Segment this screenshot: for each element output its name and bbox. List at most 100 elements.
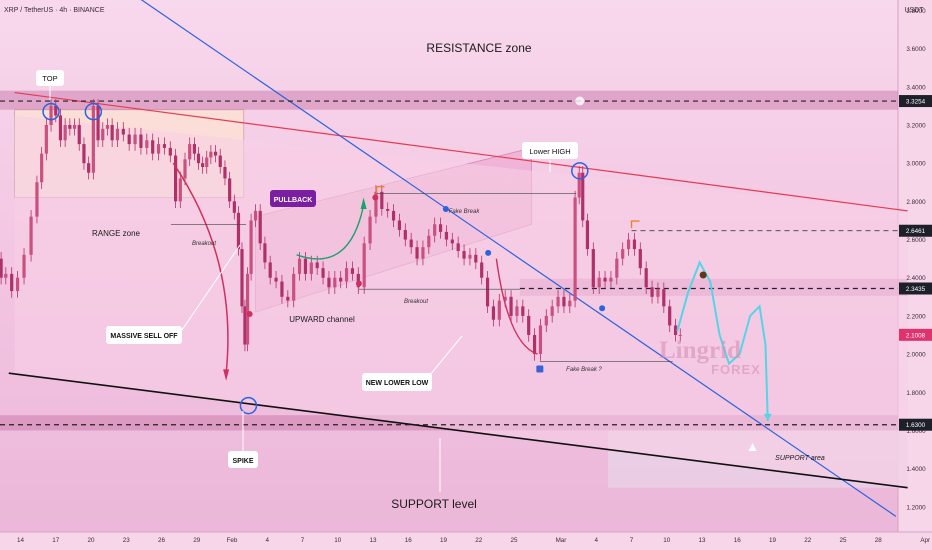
spike-circle — [239, 396, 258, 415]
sell-off-pointer — [181, 244, 241, 331]
candle-body — [491, 306, 496, 320]
lower-low-arrow — [495, 258, 538, 355]
resistance-zone-band[interactable] — [0, 90, 898, 110]
candle-body — [521, 306, 525, 316]
candle-body — [581, 172, 585, 221]
current-price-tag-box — [899, 328, 932, 341]
candle-body — [450, 239, 454, 244]
y-tick-label: 3.0000 — [906, 161, 926, 168]
price-tag-3.3254-box — [899, 95, 932, 108]
candle-body — [621, 249, 625, 259]
top-callout-text: TOP — [42, 74, 57, 83]
candle-body — [101, 128, 105, 141]
candle-body — [480, 262, 484, 278]
candle-body — [550, 306, 554, 316]
candle-body — [196, 153, 201, 164]
x-tick-label: 16 — [734, 537, 742, 544]
candle-body — [145, 140, 149, 148]
candle-body — [678, 334, 682, 336]
candle-body — [527, 315, 531, 335]
breakout-dot — [355, 280, 362, 287]
candle-body — [474, 254, 478, 263]
candle-body — [0, 258, 3, 278]
candle-body — [274, 277, 278, 282]
candle-body — [656, 289, 660, 297]
x-tick-label: 26 — [158, 537, 166, 544]
symbol-header[interactable]: XRP / TetherUS · 4h · BINANCE — [4, 7, 105, 14]
candle-body — [609, 277, 613, 282]
y-tick-label: 2.4000 — [906, 275, 926, 282]
x-tick-label: 13 — [698, 537, 706, 544]
fake-break-question-label: Fake Break ? — [566, 367, 602, 373]
time-axis-panel[interactable] — [0, 532, 932, 550]
x-tick-label: Apr — [920, 537, 930, 544]
watermark-line2: FOREX — [711, 362, 761, 377]
spike-callout: SPIKE — [228, 451, 258, 468]
candle-body — [438, 224, 443, 232]
trendline-touch-dot-2 — [485, 249, 492, 256]
candlestick-series — [0, 99, 682, 361]
x-tick-label: 10 — [663, 537, 671, 544]
x-tick-label: 16 — [405, 537, 413, 544]
breakout-label-2: Breakout — [404, 299, 428, 305]
trendline-touch-dot-1 — [442, 205, 449, 212]
massive-sell-off-callout: MASSIVE SELL OFF — [106, 326, 182, 344]
lower-high-callout-text: Lower HIGH — [529, 147, 570, 156]
candle-body — [650, 287, 654, 297]
candle-body — [253, 210, 258, 221]
candle-body — [585, 220, 590, 250]
candle-body — [573, 197, 577, 301]
y-tick-label: 2.2000 — [906, 313, 926, 320]
candle-body — [286, 296, 290, 301]
candle-body — [68, 125, 72, 129]
candle-body — [4, 273, 8, 278]
flag-icon — [536, 365, 544, 373]
resistance-zone-label: RESISTANCE zone — [426, 41, 531, 55]
pullback-arrow — [296, 205, 365, 260]
candle-body — [105, 125, 110, 129]
time-axis-ticks: 14 17 20 23 26 29 Feb 4 7 10 13 16 19 22 25 Mar 4 7 10 13 16… — [17, 537, 930, 544]
y-tick-label: 3.4000 — [906, 84, 926, 91]
y-tick-label: 1.4000 — [906, 466, 926, 473]
candle-body — [127, 134, 131, 145]
candle-body — [568, 300, 572, 307]
candle-body — [245, 273, 250, 345]
top-callout: TOP — [36, 70, 64, 86]
top-circle-2 — [84, 102, 103, 121]
x-tick-label: 22 — [475, 537, 483, 544]
candle-body — [380, 191, 384, 209]
y-tick-label: 3.2000 — [906, 123, 926, 130]
candle-body — [638, 249, 642, 269]
candle-body — [121, 128, 125, 135]
y-tick-label: 3.6000 — [906, 46, 926, 53]
candle-body — [374, 191, 378, 217]
candle-body — [386, 208, 390, 211]
candle-body — [151, 140, 155, 154]
candle-body — [462, 250, 466, 259]
down-arrow-icon — [575, 96, 585, 106]
pullback-arrowhead — [360, 197, 367, 209]
watermark: Lingrid FOREX — [659, 337, 761, 377]
candle-body — [421, 247, 425, 259]
breakout-flag — [630, 220, 640, 229]
new-lower-low-callout: NEW LOWER LOW — [362, 373, 432, 391]
x-tick-label: Feb — [227, 537, 238, 544]
projection-box — [14, 115, 908, 488]
candle-body — [397, 220, 402, 230]
pullback-callout-text: PULLBACK — [274, 197, 313, 204]
price-tag-2.6461: 2.6461 — [899, 224, 932, 237]
candle-body — [333, 277, 337, 288]
candle-body — [82, 144, 86, 164]
candle-body — [615, 258, 619, 278]
candle-body — [603, 277, 607, 282]
candle-body — [110, 125, 114, 141]
candle-body — [532, 334, 537, 355]
candle-body — [218, 155, 222, 167]
candle-body — [87, 163, 91, 173]
price-tag-2.3435: 2.3435 — [899, 282, 932, 295]
candle-body — [263, 243, 267, 263]
candle-body — [597, 277, 601, 288]
candle-body — [133, 134, 137, 145]
breakout-label-1: Breakout — [192, 241, 216, 247]
